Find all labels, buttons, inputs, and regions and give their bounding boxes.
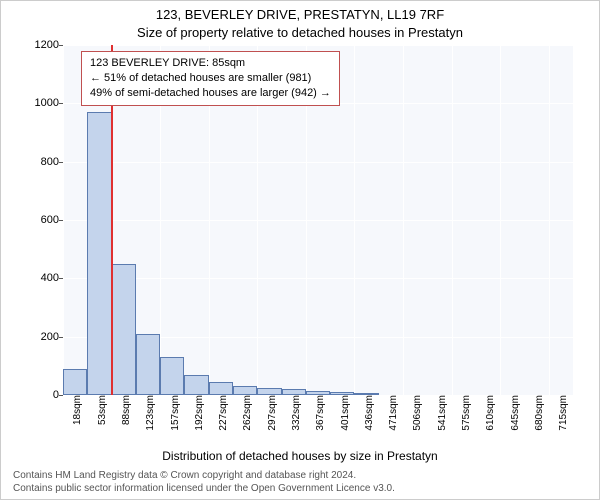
x-tick-label: 332sqm (291, 395, 302, 431)
x-tick-label: 192sqm (194, 395, 205, 431)
grid-line-h (63, 278, 573, 279)
x-tick-label: 367sqm (315, 395, 326, 431)
legend-line-1: 123 BEVERLEY DRIVE: 85sqm (90, 56, 331, 71)
chart-title: 123, BEVERLEY DRIVE, PRESTATYN, LL19 7RF (1, 7, 599, 22)
grid-line-v (549, 45, 550, 395)
y-tick-label: 1000 (35, 97, 59, 109)
x-tick-label: 88sqm (121, 395, 132, 425)
chart-footer: Contains HM Land Registry data © Crown c… (13, 470, 395, 495)
y-tick-mark (59, 395, 63, 396)
x-tick-label: 506sqm (412, 395, 423, 431)
grid-line-v (500, 45, 501, 395)
x-tick-label: 297sqm (267, 395, 278, 431)
x-tick-label: 541sqm (437, 395, 448, 431)
x-tick-label: 680sqm (534, 395, 545, 431)
plot-area: 123 BEVERLEY DRIVE: 85sqm ← 51% of detac… (63, 45, 573, 395)
histogram-bar (87, 112, 111, 395)
histogram-bar (257, 388, 281, 395)
x-tick-label: 18sqm (72, 395, 83, 425)
x-tick-label: 53sqm (97, 395, 108, 425)
x-tick-label: 575sqm (461, 395, 472, 431)
grid-line-h (63, 162, 573, 163)
footer-line-1: Contains HM Land Registry data © Crown c… (13, 470, 395, 483)
grid-line-v (403, 45, 404, 395)
legend-line-3: 49% of semi-detached houses are larger (… (90, 86, 331, 101)
grid-line-v (63, 45, 64, 395)
x-tick-label: 157sqm (170, 395, 181, 431)
legend-line-2: ← 51% of detached houses are smaller (98… (90, 71, 331, 86)
y-tick-label: 400 (41, 272, 59, 284)
x-tick-label: 471sqm (388, 395, 399, 431)
grid-line-h (63, 45, 573, 46)
x-tick-label: 123sqm (145, 395, 156, 431)
histogram-bar (184, 375, 208, 395)
x-tick-label: 610sqm (485, 395, 496, 431)
histogram-bar (63, 369, 87, 395)
x-tick-label: 227sqm (218, 395, 229, 431)
x-tick-label: 262sqm (242, 395, 253, 431)
chart-subtitle: Size of property relative to detached ho… (1, 25, 599, 40)
x-axis-label: Distribution of detached houses by size … (1, 449, 599, 463)
histogram-bar (209, 382, 233, 395)
histogram-bar (136, 334, 160, 395)
histogram-bar (112, 264, 136, 395)
y-tick-label: 1200 (35, 39, 59, 51)
x-tick-label: 715sqm (558, 395, 569, 431)
y-tick-label: 800 (41, 156, 59, 168)
grid-line-v (354, 45, 355, 395)
histogram-bar (233, 386, 257, 395)
y-tick-label: 200 (41, 331, 59, 343)
histogram-bar (160, 357, 184, 395)
grid-line-v (452, 45, 453, 395)
chart-container: 123, BEVERLEY DRIVE, PRESTATYN, LL19 7RF… (0, 0, 600, 500)
grid-line-h (63, 220, 573, 221)
x-tick-label: 401sqm (340, 395, 351, 431)
footer-line-2: Contains public sector information licen… (13, 483, 395, 496)
x-tick-label: 436sqm (364, 395, 375, 431)
y-tick-label: 600 (41, 214, 59, 226)
x-tick-label: 645sqm (510, 395, 521, 431)
chart-legend: 123 BEVERLEY DRIVE: 85sqm ← 51% of detac… (81, 51, 340, 106)
